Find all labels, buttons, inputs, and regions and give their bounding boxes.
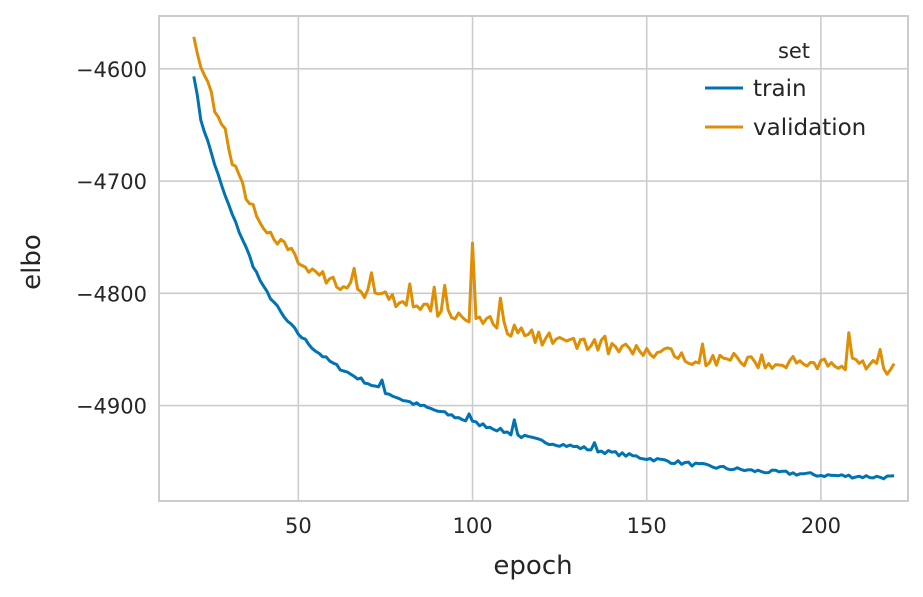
legend-label-validation: validation bbox=[753, 115, 866, 141]
series-line-train bbox=[192, 76, 895, 481]
x-axis-label: epoch bbox=[493, 551, 572, 581]
ticks: 50 100 150 200 −4600 −4700 −4800 −4900 bbox=[76, 58, 841, 538]
legend-label-train: train bbox=[753, 76, 807, 102]
series-layer bbox=[192, 36, 896, 481]
x-tick-label: 50 bbox=[285, 514, 312, 538]
y-axis-label: elbo bbox=[17, 234, 47, 290]
x-tick-label: 100 bbox=[452, 514, 492, 538]
y-tick-label: −4900 bbox=[76, 395, 147, 419]
legend-title: set bbox=[778, 39, 810, 63]
y-tick-label: −4700 bbox=[76, 170, 147, 194]
series-line-validation bbox=[192, 36, 896, 376]
legend: set train validation bbox=[705, 39, 866, 141]
plot-frame bbox=[158, 15, 909, 502]
x-tick-label: 150 bbox=[627, 514, 667, 538]
x-tick-label: 200 bbox=[801, 514, 841, 538]
plot-area bbox=[159, 16, 908, 501]
y-tick-label: −4800 bbox=[76, 282, 147, 306]
y-tick-label: −4600 bbox=[76, 58, 147, 82]
